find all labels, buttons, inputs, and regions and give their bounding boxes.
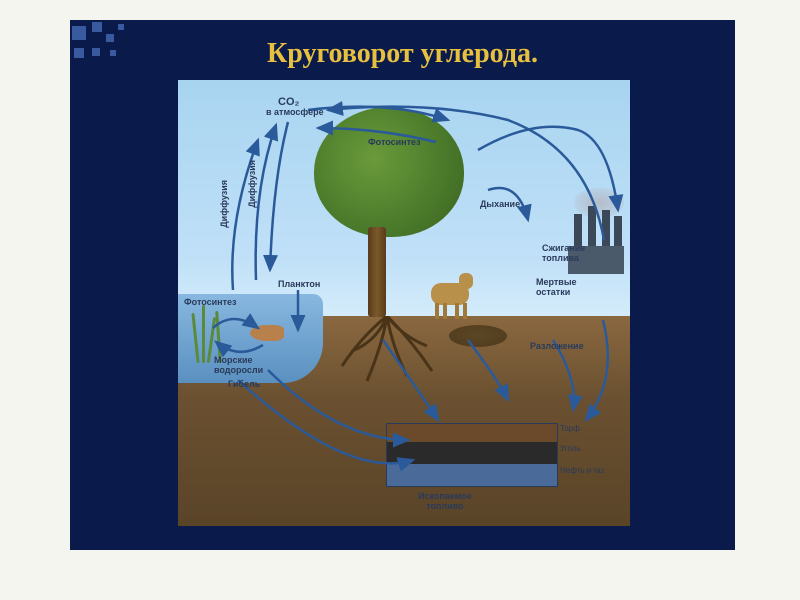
slide-background: Круговорот углерода.: [70, 20, 735, 550]
label-respiration: Дыхание: [480, 200, 520, 210]
label-plankton: Планктон: [278, 280, 320, 290]
label-peat: Торф: [560, 424, 580, 433]
fossil-fuel-strata: [386, 423, 558, 487]
label-coal: Уголь: [560, 444, 581, 453]
deer: [431, 263, 473, 315]
label-combustion: Сжигание топлива: [542, 244, 585, 264]
peat-layer: [387, 424, 557, 442]
label-algae: Морские водоросли: [214, 356, 263, 376]
label-decomposition: Разложение: [530, 342, 584, 352]
label-aq-photosynthesis: Фотосинтез: [184, 298, 236, 308]
slide-title: Круговорот углерода.: [70, 38, 735, 70]
oil-gas-layer: [387, 464, 557, 486]
label-fossil-fuel: Ископаемое топливо: [418, 492, 472, 512]
tree-roots: [332, 316, 442, 386]
label-dead-remains: Мертвые остатки: [536, 278, 577, 298]
label-co2-sub: в атмосфере: [266, 108, 324, 118]
label-photosynthesis: Фотосинтез: [368, 138, 420, 148]
tree-canopy: [314, 107, 464, 237]
fish: [250, 325, 284, 341]
label-death: Гибель: [228, 380, 260, 390]
label-diffusion-1: Диффузия: [248, 160, 258, 208]
coal-layer: [387, 442, 557, 464]
marine-algae: [192, 303, 222, 363]
label-oil-gas: Нефть и газ: [560, 466, 604, 475]
tree-trunk: [368, 227, 386, 317]
carbon-cycle-diagram: CO₂ в атмосфере Фотосинтез Дыхание Диффу…: [178, 80, 630, 526]
label-diffusion-2: Диффузия: [220, 180, 230, 228]
